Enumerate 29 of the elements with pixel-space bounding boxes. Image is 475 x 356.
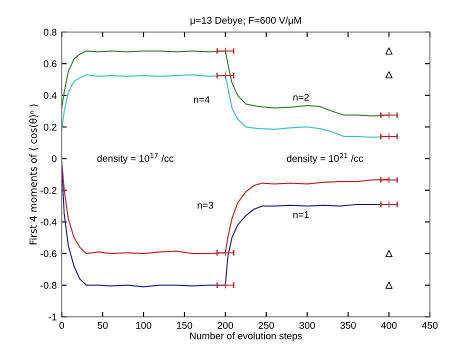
y-tick-label: -0.4 <box>40 218 57 226</box>
y-tick-label: -0.8 <box>40 282 56 289</box>
y-tick-label: 0.8 <box>44 28 56 36</box>
y-axis-title: First 4 moments of ⟨ cos(θ)ⁿ ⟩ <box>29 104 38 244</box>
annotation: n=1 <box>293 211 309 218</box>
y-tick-label: 0.2 <box>44 124 56 131</box>
x-tick-label: 150 <box>177 322 192 329</box>
y-tick-label: -0.6 <box>40 250 56 258</box>
y-tick-label: 0.4 <box>44 92 57 99</box>
x-tick-label: 0 <box>59 322 64 329</box>
x-tick-label: 300 <box>299 322 315 329</box>
x-tick-label: 200 <box>218 322 234 329</box>
y-tick-label: -1 <box>48 314 56 320</box>
x-tick-label: 450 <box>422 322 438 329</box>
y-tick-label: 0 <box>52 155 57 162</box>
x-tick-label: 100 <box>136 322 152 329</box>
annotation: n=4 <box>194 96 210 103</box>
annotation: density = 10$^{17}$ /cc <box>97 153 174 164</box>
y-tick-label: -0.2 <box>40 186 56 194</box>
x-tick-label: 400 <box>381 322 397 329</box>
x-tick-label: 50 <box>98 322 108 329</box>
y-tick-label: 0.6 <box>44 60 56 68</box>
annotation: n=3 <box>198 202 214 209</box>
annotation: density = 10$^{21}$ /cc <box>286 153 364 164</box>
chart-title: μ=13 Debye; F=600 V/μM <box>190 16 301 26</box>
annotation: n=2 <box>293 94 309 101</box>
x-axis-title: Number of evolution steps <box>190 332 302 342</box>
x-tick-label: 250 <box>258 322 274 329</box>
x-tick-label: 350 <box>340 322 356 329</box>
